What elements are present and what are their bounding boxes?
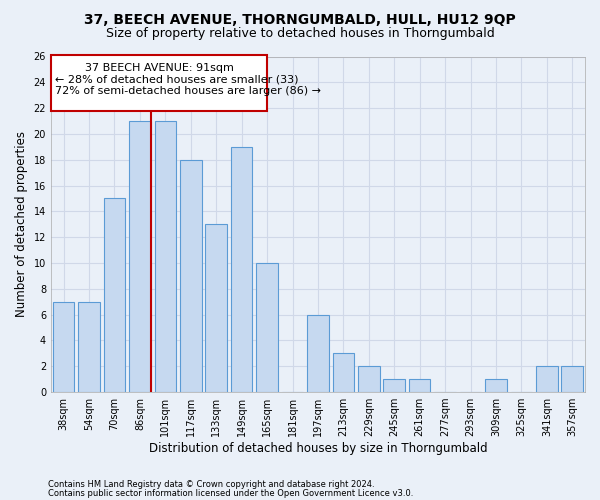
Bar [332,354,354,392]
Bar [358,366,380,392]
Bar [155,121,176,392]
Bar [256,263,278,392]
Text: 72% of semi-detached houses are larger (86) →: 72% of semi-detached houses are larger (… [55,86,321,96]
Bar [53,302,74,392]
Bar [205,224,227,392]
Bar [409,379,430,392]
FancyBboxPatch shape [52,55,267,110]
Text: 37, BEECH AVENUE, THORNGUMBALD, HULL, HU12 9QP: 37, BEECH AVENUE, THORNGUMBALD, HULL, HU… [84,12,516,26]
Text: Size of property relative to detached houses in Thorngumbald: Size of property relative to detached ho… [106,28,494,40]
Y-axis label: Number of detached properties: Number of detached properties [15,132,28,318]
Bar [562,366,583,392]
Bar [485,379,507,392]
Bar [129,121,151,392]
Bar [78,302,100,392]
Bar [180,160,202,392]
Text: Contains HM Land Registry data © Crown copyright and database right 2024.: Contains HM Land Registry data © Crown c… [48,480,374,489]
Text: Contains public sector information licensed under the Open Government Licence v3: Contains public sector information licen… [48,489,413,498]
Bar [104,198,125,392]
Bar [231,147,253,392]
Bar [383,379,405,392]
Text: 37 BEECH AVENUE: 91sqm: 37 BEECH AVENUE: 91sqm [85,63,233,73]
Text: ← 28% of detached houses are smaller (33): ← 28% of detached houses are smaller (33… [55,74,299,85]
X-axis label: Distribution of detached houses by size in Thorngumbald: Distribution of detached houses by size … [149,442,487,455]
Bar [536,366,557,392]
Bar [307,314,329,392]
